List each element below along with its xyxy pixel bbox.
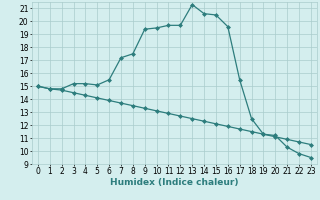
X-axis label: Humidex (Indice chaleur): Humidex (Indice chaleur) — [110, 178, 239, 187]
